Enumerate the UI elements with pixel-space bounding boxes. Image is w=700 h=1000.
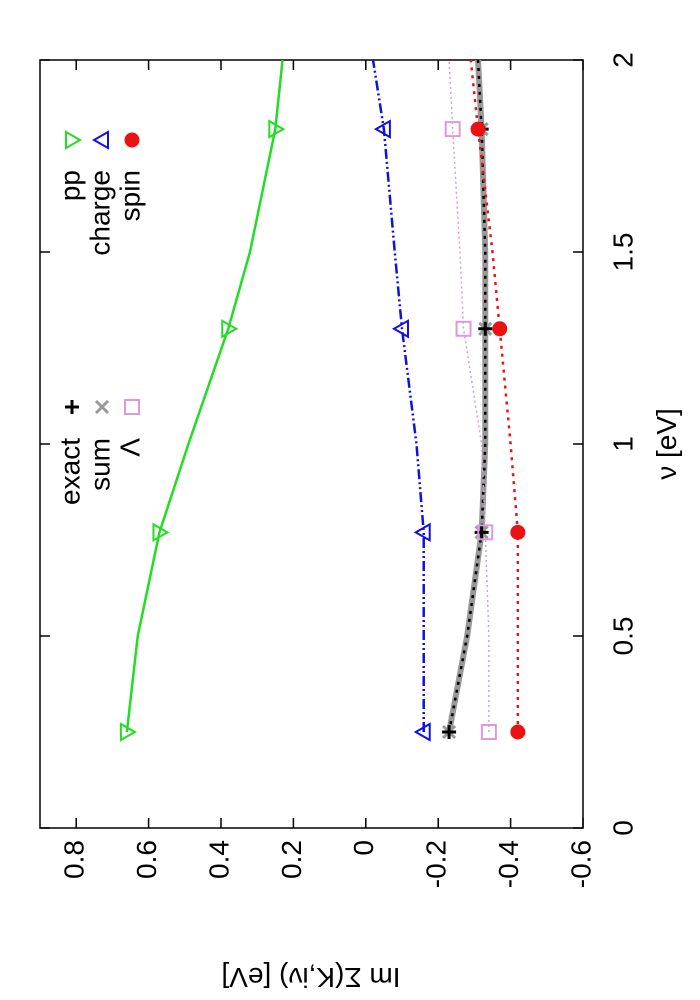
x-tick-label: 1 bbox=[607, 436, 638, 452]
y-tick-label: 0 bbox=[348, 840, 379, 856]
data-point bbox=[510, 524, 526, 540]
series-line bbox=[469, 59, 520, 732]
y-tick-label: 0.8 bbox=[59, 840, 90, 879]
series-line bbox=[448, 59, 490, 732]
data-point bbox=[470, 121, 486, 137]
data-point bbox=[478, 321, 493, 336]
legend-label: charge bbox=[84, 170, 115, 256]
y-tick-label: -0.4 bbox=[493, 840, 524, 888]
data-point bbox=[444, 121, 461, 138]
series-line bbox=[446, 59, 489, 733]
y-axis-title: Im Σ(K,iν) [eV] bbox=[221, 962, 400, 993]
x-tick-label: 0 bbox=[607, 820, 638, 836]
series-line bbox=[447, 59, 487, 733]
legend-label: spin bbox=[114, 170, 145, 221]
data-point bbox=[152, 522, 170, 543]
series-line bbox=[371, 59, 425, 732]
legend-marker bbox=[124, 399, 140, 415]
x-axis-title: ν [eV] bbox=[651, 408, 682, 480]
y-tick-label: 0.4 bbox=[203, 840, 234, 879]
data-point bbox=[492, 321, 508, 337]
y-tick-label: -0.2 bbox=[421, 840, 452, 888]
legend-label: pp bbox=[54, 170, 85, 201]
rotated-plot: ν [eV] Im Σ(K,iν) [eV] 0 0.5 1 1.5 2 -0.6 -0.4… bbox=[39, 52, 682, 993]
data-point bbox=[373, 119, 391, 139]
data-point bbox=[413, 722, 431, 742]
legend-marker bbox=[91, 130, 109, 150]
y-tick-label: 0.2 bbox=[276, 840, 307, 879]
series-line bbox=[125, 59, 284, 733]
x-tick-label: 0.5 bbox=[607, 617, 638, 656]
data-point bbox=[268, 119, 286, 139]
data-point bbox=[221, 319, 239, 339]
legend-marker bbox=[65, 400, 79, 414]
legend-marker bbox=[124, 132, 140, 148]
data-point bbox=[510, 724, 526, 740]
legend-marker bbox=[65, 130, 83, 150]
data-point bbox=[413, 522, 431, 543]
data-point bbox=[477, 524, 494, 541]
data-point bbox=[480, 724, 497, 740]
y-tick-label: 0.6 bbox=[131, 840, 162, 879]
legend-label: sum bbox=[84, 438, 115, 491]
data-point bbox=[391, 319, 409, 339]
data-point bbox=[119, 722, 137, 742]
x-tick-label: 1.5 bbox=[607, 233, 638, 272]
x-tick-label: 2 bbox=[607, 52, 638, 68]
y-tick-label: -0.6 bbox=[565, 840, 596, 888]
legend-marker bbox=[94, 399, 110, 415]
data-point bbox=[455, 320, 472, 337]
data-point bbox=[442, 725, 457, 739]
data-point bbox=[474, 525, 489, 540]
legend-label: exact bbox=[54, 438, 85, 505]
legend-label: Λ bbox=[114, 438, 145, 457]
